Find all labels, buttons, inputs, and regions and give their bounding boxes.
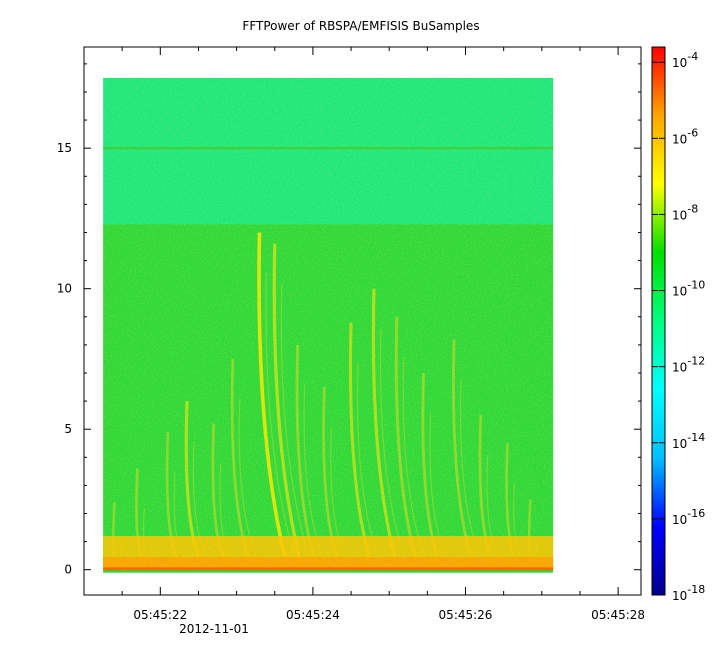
- colorbar-tick-exponent: -4: [687, 50, 698, 63]
- colorbar-tick-label: 10-16: [672, 507, 705, 527]
- colorbar-tick-label: 10-8: [672, 202, 698, 222]
- spectrogram-noise: [103, 77, 554, 570]
- x-tick-label: 05:45:26: [439, 608, 493, 622]
- y-tick-label: 15: [57, 141, 72, 155]
- x-tick-label: 05:45:28: [591, 608, 645, 622]
- colorbar-tick-label: 10-18: [672, 583, 705, 603]
- y-tick-label: 5: [64, 422, 72, 436]
- colorbar-tick-label: 10-4: [672, 50, 698, 70]
- colorbar-tick-label: 10-14: [672, 431, 705, 451]
- colorbar-tick-exponent: -16: [687, 507, 705, 520]
- spectrogram-image: [103, 77, 554, 573]
- plot-area: [83, 46, 642, 596]
- colorbar-tick-exponent: -12: [687, 355, 705, 368]
- x-tick-label: 05:45:22: [133, 608, 187, 622]
- colorbar-tick-exponent: -10: [687, 279, 705, 292]
- colorbar-gradient: [651, 46, 666, 596]
- x-date-label: 2012-11-01: [179, 622, 249, 636]
- chart-title: FFTPower of RBSPA/EMFISIS BuSamples: [242, 19, 479, 33]
- colorbar-tick-label: 10-10: [672, 279, 705, 299]
- y-tick-label: 10: [57, 282, 72, 296]
- colorbar-tick-label: 10-6: [672, 126, 698, 146]
- y-axis: 0 5 10 15: [57, 63, 641, 577]
- colorbar-tick-exponent: -6: [687, 126, 698, 139]
- x-axis: 05:45:22 05:45:24 05:45:26 05:45:28: [121, 47, 645, 622]
- colorbar: 10-4 10-6 10-8 10-10 10-12 10-14 10-16 10-18: [651, 46, 705, 603]
- x-tick-label: 05:45:24: [286, 608, 340, 622]
- colorbar-tick-exponent: -8: [687, 202, 698, 215]
- colorbar-tick-exponent: -18: [687, 583, 705, 596]
- y-tick-label: 0: [64, 563, 72, 577]
- colorbar-tick-exponent: -14: [687, 431, 705, 444]
- colorbar-tick-label: 10-12: [672, 355, 705, 375]
